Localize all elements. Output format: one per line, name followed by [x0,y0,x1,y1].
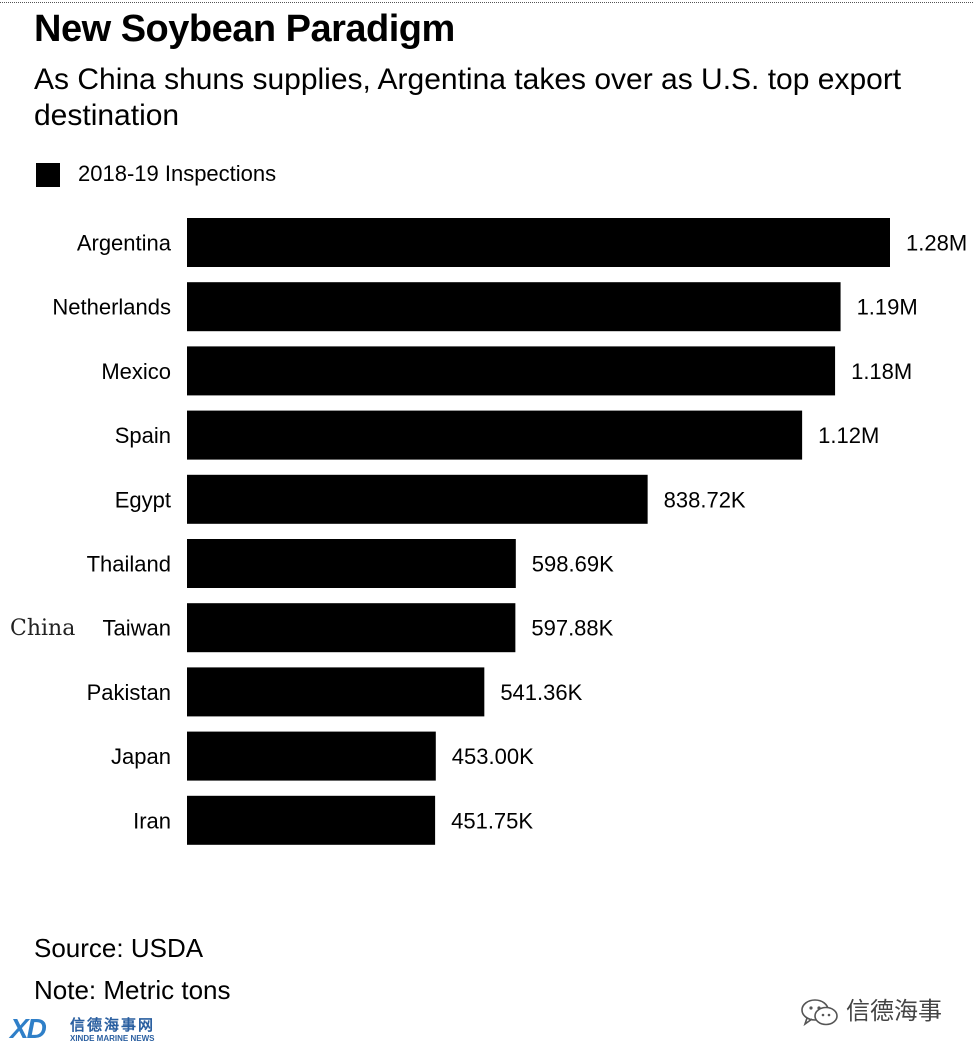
value-label: 598.69K [532,552,614,577]
bar [187,282,841,332]
value-label: 1.18M [851,359,912,384]
source-note: Source: USDA [34,933,204,963]
bar [187,667,485,717]
value-label: 1.28M [906,231,967,256]
bar [187,474,648,524]
category-label: Egypt [115,487,171,512]
bar [187,346,836,396]
category-label: Mexico [101,359,171,384]
value-label: 453.00K [452,744,534,769]
category-label: Pakistan [87,680,171,705]
category-label: Netherlands [52,295,171,320]
value-label: 838.72K [664,487,746,512]
bar-chart: Argentina 1.28M Netherlands 1.19M Mexico 1.18… [52,218,967,845]
legend-swatch [36,163,60,187]
value-label: 451.75K [451,808,533,833]
xd-logo: XD [10,1013,47,1044]
bar [187,731,436,781]
category-label: Thailand [87,552,171,577]
legend-label: 2018-19 Inspections [78,161,277,186]
watermark-logo-left: XD 信德海事网 XINDE MARINE NEWS [10,1014,170,1048]
category-label: Iran [133,808,171,833]
bar [187,539,516,588]
chart-title: New Soybean Paradigm [34,8,455,50]
bar [187,603,516,653]
category-label: Argentina [77,231,172,256]
wechat-icon [801,999,838,1027]
watermark-cn-text: 信德海事网 [70,1017,156,1034]
bar [187,795,436,845]
handwritten-annotation: China [10,616,76,641]
top-border [0,2,973,3]
chart-subtitle: As China shuns supplies, Argentina takes… [34,63,902,132]
value-label: 1.19M [857,295,918,320]
value-label: 597.88K [531,616,613,641]
category-label: Japan [111,744,171,769]
value-label: 541.36K [500,680,582,705]
category-label: Taiwan [103,616,171,641]
bar [187,218,890,267]
category-label: Spain [115,423,171,448]
value-label: 1.12M [818,423,879,448]
watermark-en-text: XINDE MARINE NEWS [70,1034,155,1043]
bar [187,410,803,460]
units-note: Note: Metric tons [34,975,231,1005]
watermark-right-text: 信德海事 [846,998,942,1025]
